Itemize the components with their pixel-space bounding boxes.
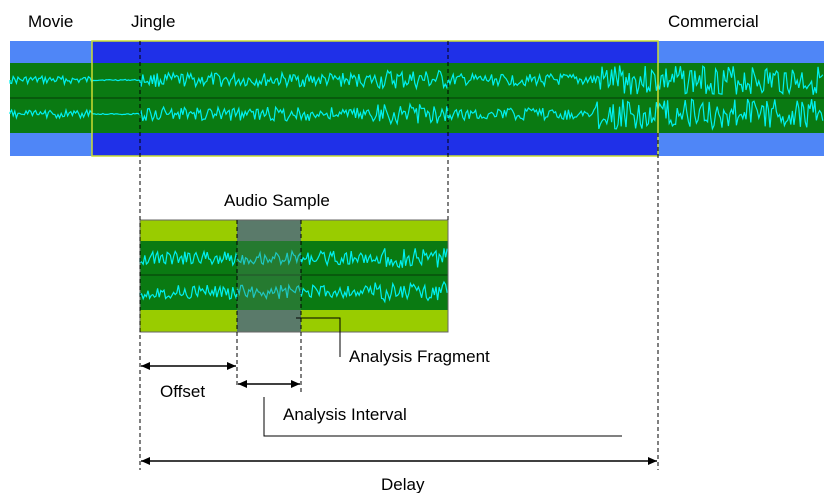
fragment-overlay xyxy=(237,241,301,310)
jingle-label: Jingle xyxy=(131,12,175,31)
sample-wave-channel-1 xyxy=(139,248,448,269)
track-wave-channel-1 xyxy=(9,65,824,96)
delay-label: Delay xyxy=(381,475,425,493)
commercial-label: Commercial xyxy=(668,12,759,31)
analysis-interval-pointer xyxy=(263,397,622,437)
sample-wave-channel-2 xyxy=(139,280,448,304)
analysis-fragment-pointer xyxy=(296,317,341,357)
fragment-bottom xyxy=(237,310,301,332)
offset-label: Offset xyxy=(160,382,205,401)
track-wave-channel-2 xyxy=(9,98,824,131)
audio-sample-label: Audio Sample xyxy=(224,191,330,210)
analysis-interval-label: Analysis Interval xyxy=(283,405,407,424)
movie-label: Movie xyxy=(28,12,73,31)
audio-sample-block xyxy=(139,219,449,333)
analysis-fragment-label: Analysis Fragment xyxy=(349,347,490,366)
main-audio-track xyxy=(9,40,824,157)
fragment-top xyxy=(237,220,301,241)
